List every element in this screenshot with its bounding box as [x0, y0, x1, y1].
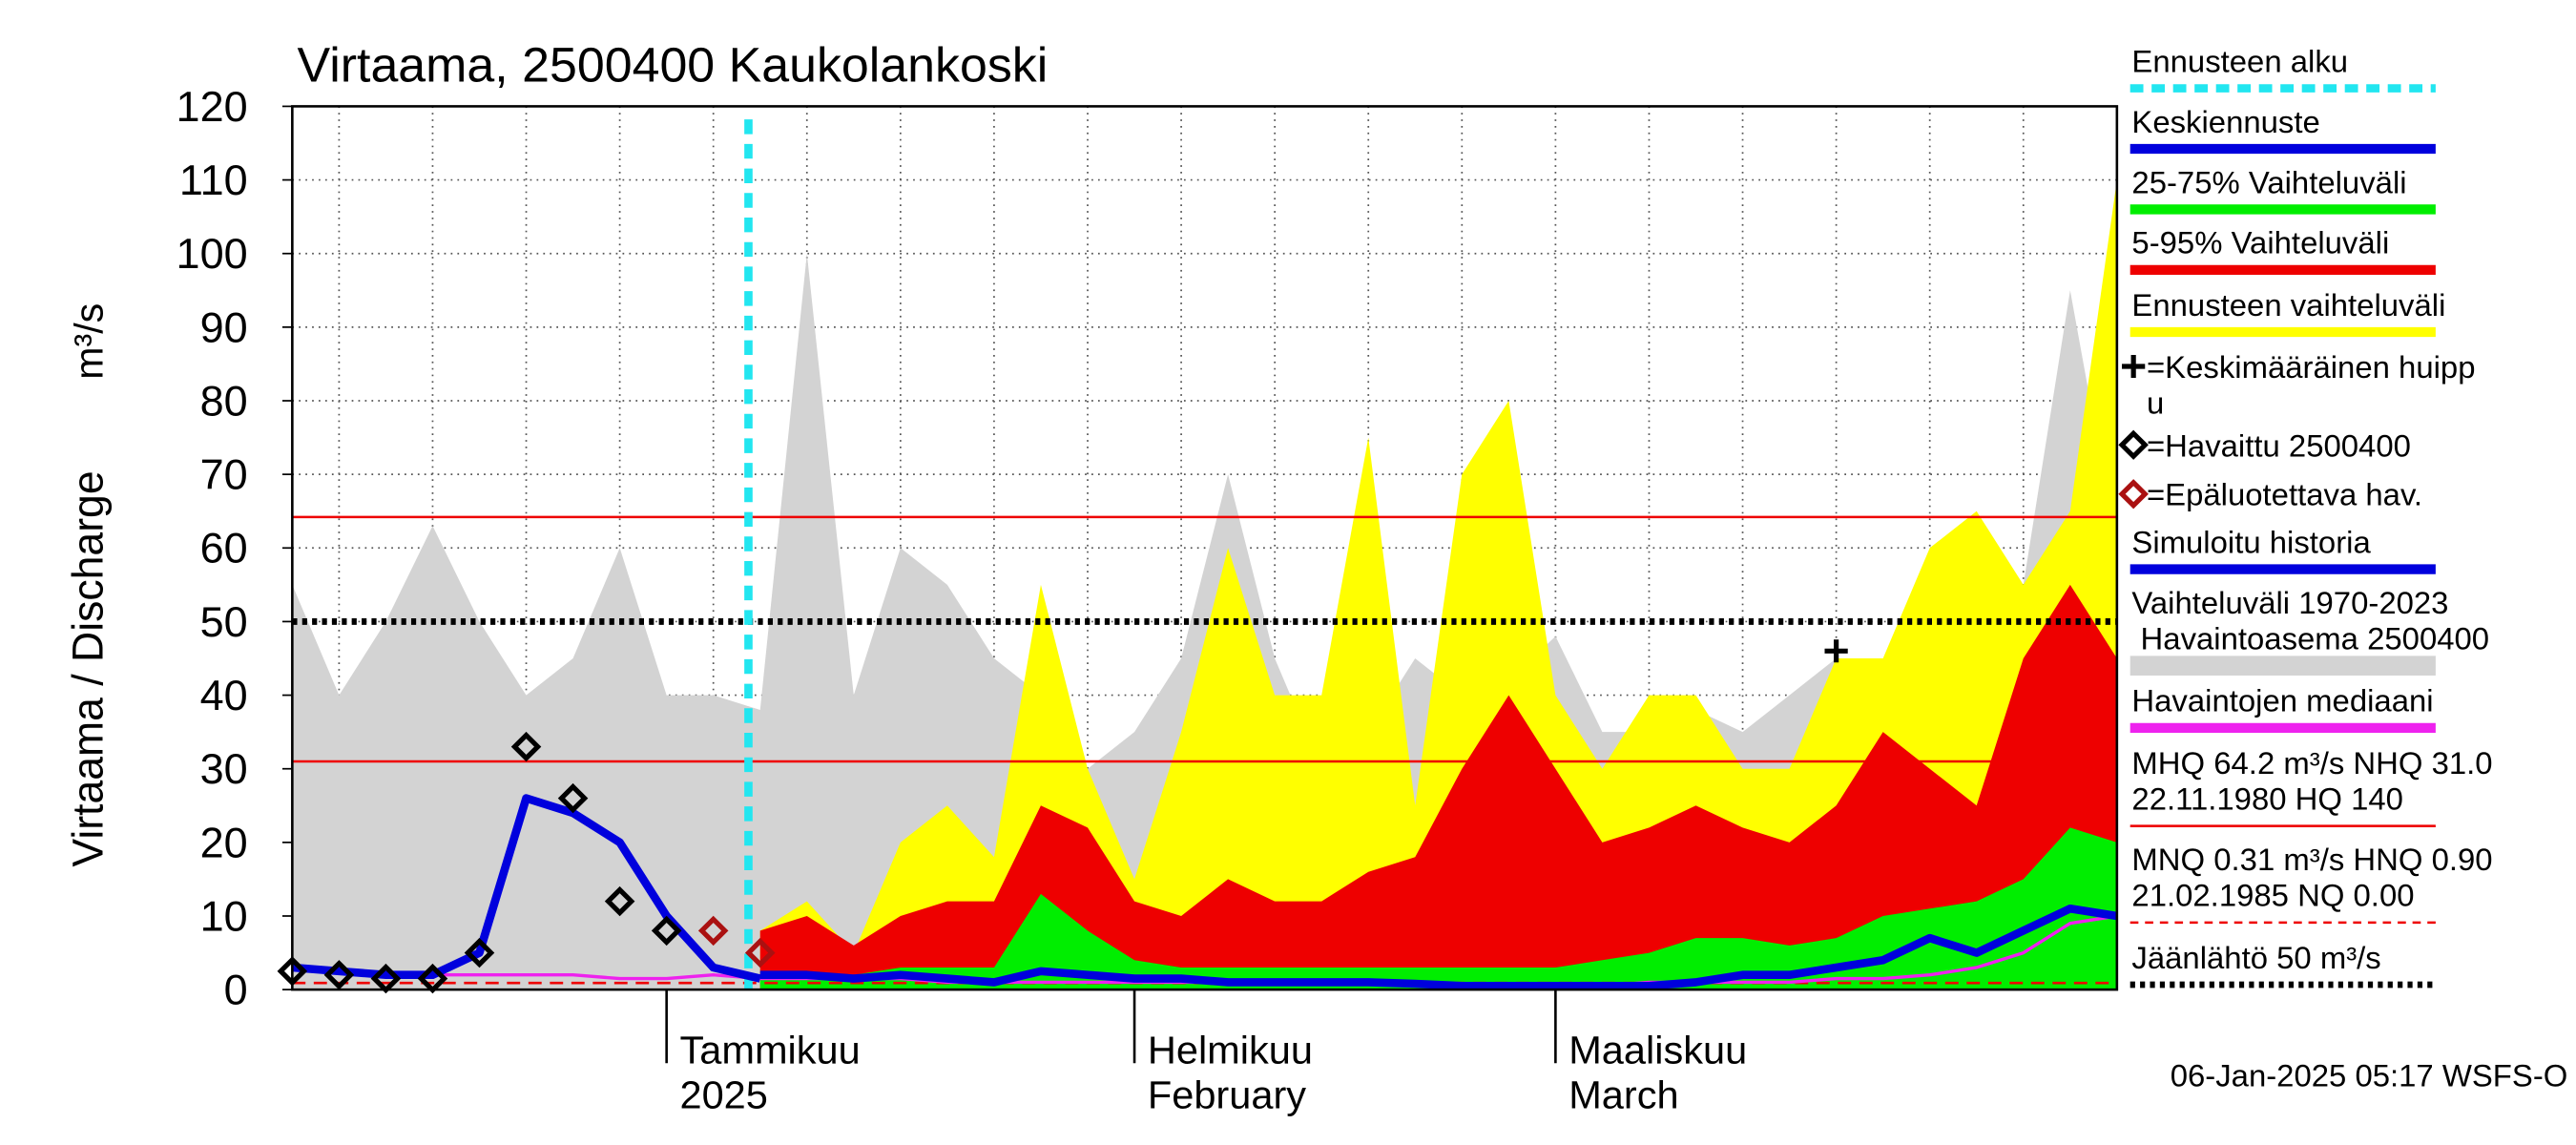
text-line: =Keskimääräinen huipp	[2147, 349, 2476, 385]
y-axis-unit: m³/s	[67, 303, 111, 380]
plot-frame	[291, 105, 2119, 991]
observation-marker	[744, 937, 776, 968]
legend-label: Keskiennuste	[2131, 104, 2319, 139]
legend-label: Simuloitu historia	[2131, 525, 2371, 560]
text-line: Tammikuu	[680, 1028, 861, 1072]
observation-marker	[557, 782, 589, 814]
text-line: February	[1148, 1073, 1306, 1117]
observation-marker	[697, 915, 729, 947]
y-tick-label: 0	[224, 967, 248, 1014]
text-line: u	[2147, 385, 2164, 421]
y-tick-label: 110	[179, 156, 248, 204]
y-tick-label: 10	[200, 893, 248, 941]
observation-marker	[651, 915, 682, 947]
observation-marker	[464, 937, 495, 968]
text-line: MNQ 0.31 m³/s HNQ 0.90	[2131, 842, 2492, 877]
legend-label: Ennusteen vaihteluväli	[2131, 287, 2445, 323]
observation-marker	[323, 960, 355, 990]
legend-marker	[2118, 479, 2149, 510]
series-line	[292, 794, 761, 983]
text-line: Helmikuu	[1148, 1028, 1313, 1072]
legend-marker	[2118, 429, 2149, 460]
text-line: MHQ 64.2 m³/s NHQ 31.0	[2131, 745, 2492, 781]
text-line: Maaliskuu	[1568, 1028, 1747, 1072]
band-area	[759, 179, 2117, 990]
legend-label: =Epäluotettava hav.	[2147, 477, 2422, 512]
text-line: 2025	[680, 1073, 768, 1117]
legend-label: MNQ 0.31 m³/s HNQ 0.90 21.02.1985 NQ 0.00	[2131, 842, 2492, 912]
y-tick-label: 100	[177, 230, 248, 278]
y-tick-label: 60	[200, 525, 248, 572]
legend-label: Ennusteen alku	[2131, 44, 2348, 79]
y-tick-label: 80	[200, 378, 248, 426]
series-line	[759, 904, 2118, 990]
band-area	[759, 584, 2117, 990]
y-tick-label: 70	[200, 451, 248, 499]
chart-title: Virtaama, 2500400 Kaukolankoski	[298, 37, 1049, 93]
observation-marker	[510, 731, 542, 762]
x-tick-label: Tammikuu 2025	[680, 1028, 861, 1116]
x-tick-label: Maaliskuu March	[1568, 1028, 1747, 1116]
y-tick-label: 90	[200, 303, 248, 351]
text-line: 21.02.1985 NQ 0.00	[2131, 878, 2414, 913]
legend-marker	[2122, 355, 2146, 378]
y-tick-label: 120	[177, 83, 248, 131]
observation-marker	[604, 885, 635, 917]
legend-label: 25-75% Vaihteluväli	[2131, 164, 2406, 199]
legend-label: Havaintojen mediaani	[2131, 683, 2433, 718]
legend-label: Vaihteluväli 1970-2023 Havaintoasema 250…	[2131, 585, 2489, 656]
y-axis-label: Virtaama / Discharge	[64, 470, 112, 866]
legend-label: =Havaittu 2500400	[2147, 427, 2411, 463]
legend-label: 5-95% Vaihteluväli	[2131, 225, 2389, 260]
band-area	[759, 827, 2117, 990]
y-tick-label: 50	[200, 598, 248, 646]
footer: 06-Jan-2025 05:17 WSFS-O	[2171, 1057, 2568, 1093]
y-tick-label: 30	[200, 745, 248, 793]
y-tick-label: 40	[200, 672, 248, 719]
legend-label: MHQ 64.2 m³/s NHQ 31.0 22.11.1980 HQ 140	[2131, 745, 2492, 816]
legend-label: Jäänlähtö 50 m³/s	[2131, 940, 2380, 975]
text-line: Havaintoasema 2500400	[2131, 620, 2489, 656]
legend-label: =Keskimääräinen huipp u	[2147, 349, 2476, 420]
text-line: March	[1568, 1073, 1678, 1117]
text-line: Vaihteluväli 1970-2023	[2131, 585, 2448, 620]
y-tick-label: 20	[200, 819, 248, 866]
peak-marker	[1824, 639, 1848, 663]
x-tick-label: Helmikuu February	[1148, 1028, 1313, 1116]
text-line: 22.11.1980 HQ 140	[2131, 781, 2403, 816]
